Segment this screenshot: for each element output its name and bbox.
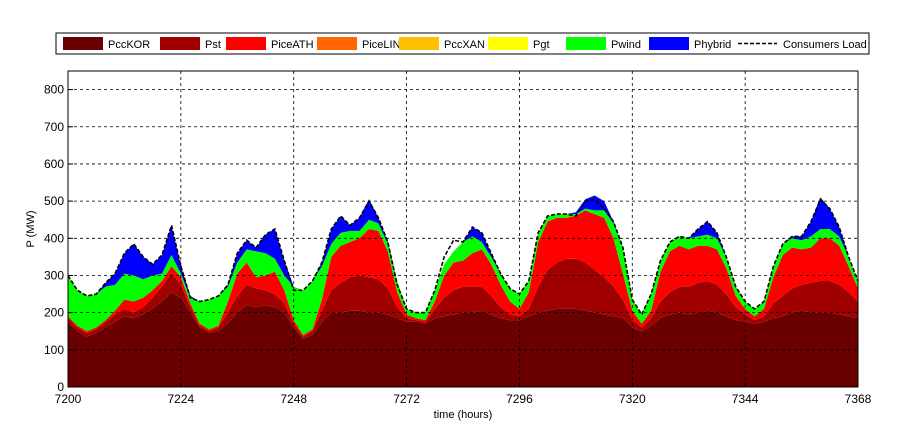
legend-label: PccKOR <box>108 39 150 51</box>
legend-label: Phybrid <box>694 39 731 51</box>
x-axis-title: time (hours) <box>434 409 493 421</box>
legend-swatch-pwind <box>566 37 606 50</box>
legend-label: Pgt <box>533 39 550 51</box>
consumers-load-line <box>67 197 859 317</box>
area-piceath <box>68 210 858 337</box>
legend-swatch-piceath <box>226 37 266 50</box>
area-pcckor <box>68 292 858 387</box>
legend-label: Consumers Load <box>783 39 867 51</box>
plot-frame <box>67 70 859 388</box>
y-tick-label: 800 <box>44 83 64 97</box>
y-axis-title: P (MW) <box>25 210 37 247</box>
legend-label: PiceATH <box>271 39 314 51</box>
axis-ticks: 7200 7224 7248 7272 7296 7320 7344 7368 0 100 200 3… <box>44 83 872 406</box>
legend-label: PccXAN <box>444 39 485 51</box>
x-tick-label: 7296 <box>506 392 533 406</box>
x-tick-label: 7368 <box>845 392 872 406</box>
legend-swatch-phybrid <box>649 37 689 50</box>
y-tick-label: 600 <box>44 157 64 171</box>
grid <box>68 71 858 387</box>
legend: PccKOR Pst PiceATH PiceLIN PccXAN Pgt Pwind Phy… <box>55 32 870 55</box>
x-tick-label: 7272 <box>393 392 420 406</box>
y-tick-label: 500 <box>44 194 64 208</box>
x-tick-label: 7224 <box>168 392 195 406</box>
legend-label: PiceLIN <box>362 39 401 51</box>
x-tick-label: 7320 <box>619 392 646 406</box>
legend-swatch-pst <box>160 37 200 50</box>
x-tick-label: 7200 <box>55 392 82 406</box>
legend-swatch-pcckor <box>63 37 103 50</box>
load-line-layer <box>67 197 859 317</box>
legend-swatch-pccxan <box>399 37 439 50</box>
legend-swatch-picelin <box>317 37 357 50</box>
legend-swatch-pgt <box>488 37 528 50</box>
area-pst <box>68 258 858 339</box>
y-tick-label: 700 <box>44 120 64 134</box>
x-tick-label: 7248 <box>280 392 307 406</box>
y-tick-label: 400 <box>44 231 64 245</box>
y-tick-label: 100 <box>44 343 64 357</box>
legend-label: Pst <box>205 39 221 51</box>
y-tick-label: 200 <box>44 306 64 320</box>
y-tick-label: 0 <box>57 380 64 394</box>
x-tick-label: 7344 <box>732 392 759 406</box>
y-tick-label: 300 <box>44 268 64 282</box>
legend-label: Pwind <box>611 39 641 51</box>
stacked-areas <box>68 195 858 387</box>
